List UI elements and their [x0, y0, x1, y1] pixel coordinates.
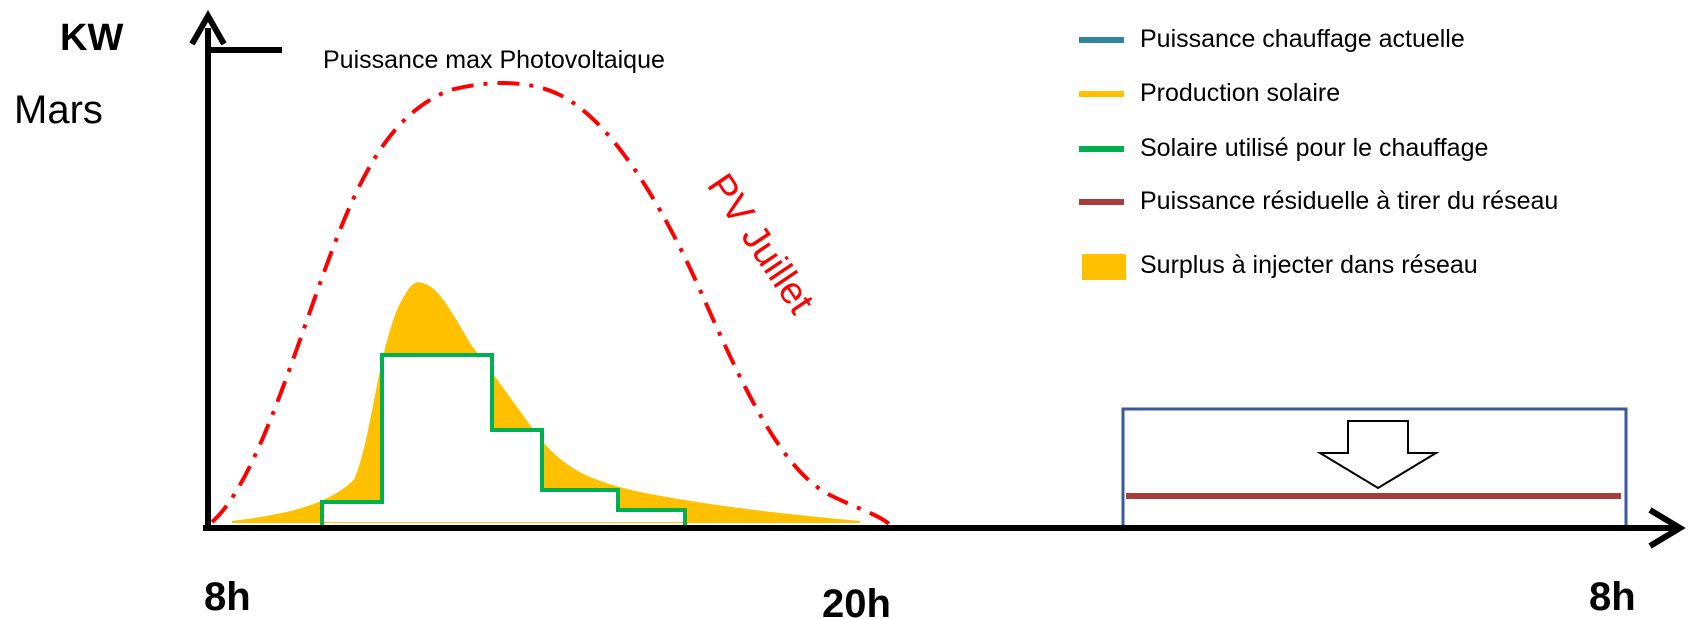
y-axis-label: KW: [60, 17, 123, 59]
x-axis-arrowhead: [1648, 507, 1686, 549]
legend-label-surplus: Surplus à injecter dans réseau: [1140, 251, 1478, 279]
legend-label-grid-residual: Puissance résiduelle à tirer du réseau: [1140, 187, 1558, 215]
y-axis-arrowhead: [189, 9, 227, 46]
x-tick-label-end: 8h: [1589, 575, 1636, 619]
legend-swatch-surplus: [1082, 254, 1126, 280]
pv-july-annotation: PV Juillet: [699, 167, 823, 322]
legend-label-solar-production: Production solaire: [1140, 79, 1340, 107]
heating-used-step-line: [320, 353, 687, 528]
legend: Puissance chauffage actuelle Production …: [1079, 25, 1558, 280]
solar-production-area: [231, 282, 861, 523]
period-label: Mars: [14, 88, 103, 132]
legend-label-heating-current: Puissance chauffage actuelle: [1140, 25, 1465, 53]
solar-used-region: [322, 355, 685, 522]
pv-max-curve: [210, 81, 892, 527]
pv-max-annotation: Puissance max Photovoltaique: [323, 46, 665, 74]
down-arrow-icon: [1316, 420, 1440, 490]
x-tick-label-mid: 20h: [822, 582, 891, 619]
legend-label-solar-used: Solaire utilisé pour le chauffage: [1140, 134, 1488, 162]
x-tick-label-start: 8h: [204, 575, 251, 619]
